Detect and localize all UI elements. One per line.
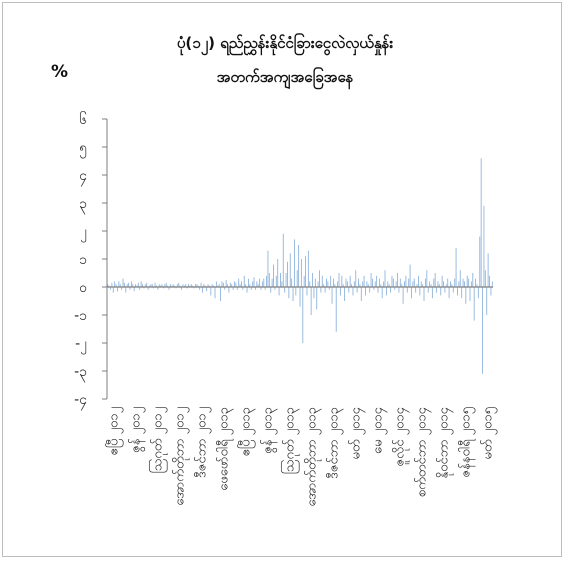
y-tick-label: ၀ (79, 280, 87, 296)
x-tick-label: ဧပြီ ၂၀၁၃ (238, 407, 256, 456)
y-tick-label: ၁ (79, 252, 87, 268)
y-tick-label: ၃ (79, 196, 87, 214)
y-tick-label: ၆ (79, 112, 87, 128)
x-tick-label: ဇန်နဝါရီ ၂၀၁၅ (458, 407, 476, 478)
axes (106, 119, 493, 399)
chart-title-line2: အတက်အကျအခြေအနေ (217, 66, 354, 90)
x-tick-label: မတ် ၂၀၁၄ (348, 406, 366, 459)
x-tick-label: နိုဝင်ဘာ ၂၀၁၄ (436, 406, 454, 478)
y-tick-label: -၁ (74, 308, 87, 324)
exchange-rate-chart: ပုံ(၁၂) ရည်ညွှန်းနိုင်ငံခြားငွေလဲလှယ်နှု… (51, 32, 498, 507)
y-tick-label: ၅ (79, 140, 87, 158)
y-tick-label: -၃ (74, 364, 87, 382)
x-tick-label: မတ် ၂၀၁၅ (480, 407, 498, 460)
y-tick-label: ၄ (79, 168, 87, 186)
x-tick-label: ဧပြီ ၂၀၁၂ (106, 407, 124, 455)
x-tick-label: အောက်တိုဘာ ၂၀၁၃ (304, 407, 322, 507)
x-tick-label: ဇွန် ၂၀၁၃ (260, 407, 278, 454)
y-tick-label: ၂ (80, 224, 87, 242)
y-tick-label: -၄ (74, 392, 87, 410)
x-tick-label: စက်တင်ဘာ ၂၀၁၄ (414, 406, 432, 497)
x-tick-label: မေ ၂၀၁၄ (371, 406, 388, 454)
x-tick-label: သြဂုတ် ၂၀၁၂ (149, 407, 168, 473)
x-tick-label: ဇွန် ၂၀၁၂ (128, 407, 146, 453)
x-tick-label: သြဂုတ် ၂၀၁၃ (281, 407, 300, 474)
y-tick-label: -၂ (75, 336, 87, 354)
x-tick-label: အောက်တိုဘာ ၂၀၁၂ (172, 407, 190, 506)
chart-title-line1: ပုံ(၁၂) ရည်ညွှန်းနိုင်ငံခြားငွေလဲလှယ်နှု… (177, 32, 393, 56)
x-tick-label: ဖေဖော်ဝါရီ ၂၀၁၃ (216, 407, 234, 491)
bar-series (107, 158, 493, 374)
x-tick-label: ဒီဇင်ဘာ ၂၀၁၂ (194, 407, 212, 478)
x-tick-label: ဒီဇင်ဘာ ၂၀၁၃ (326, 407, 344, 479)
x-axis-ticks: ဧပြီ ၂၀၁၂ ဇွန် ၂၀၁၂ သြဂုတ် ၂၀၁၂ အောက်တိုဘာ … (106, 406, 498, 506)
y-unit-label: % (51, 62, 68, 82)
x-tick-label: ဇူလိုင် ၂၀၁၄ (392, 406, 410, 466)
